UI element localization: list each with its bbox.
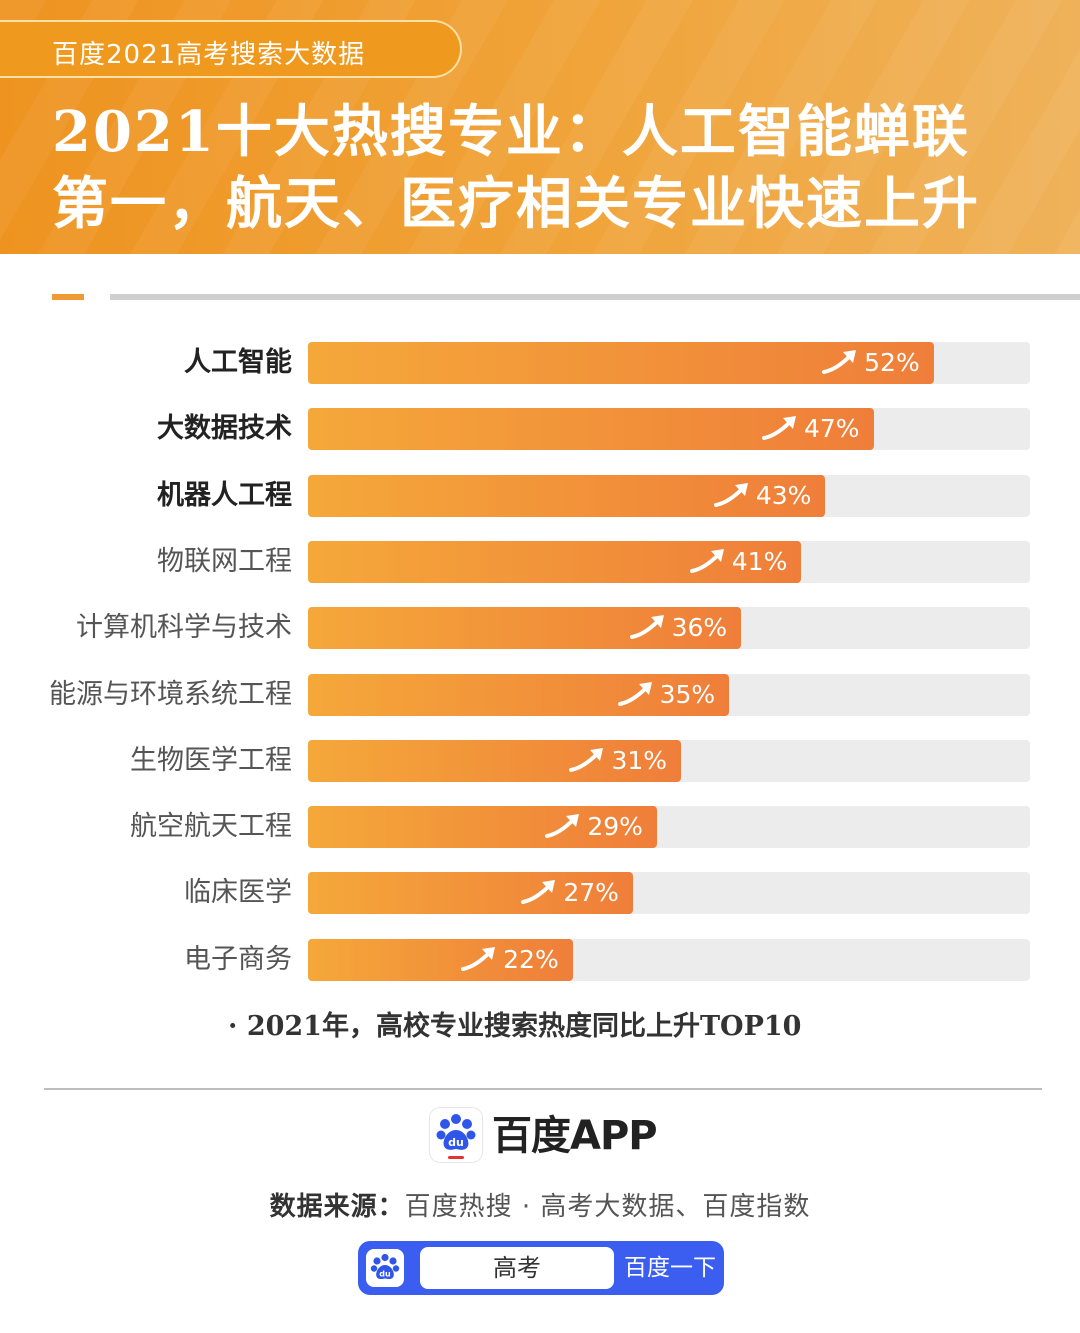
bar: 22% [308,938,573,981]
bar-track: 47% [308,408,1030,451]
trend-up-icon [629,615,664,640]
category-label: 电子商务 [184,943,292,975]
footer-divider [44,1088,1042,1090]
bar: 29% [308,806,657,849]
header-tag: 百度2021高考搜索大数据 [0,20,462,78]
bar-track: 36% [308,607,1030,650]
trend-up-icon [545,814,580,839]
bar-row: 物联网工程 41% [0,540,1080,583]
value-text: 29% [587,812,643,842]
value-text: 27% [563,878,619,908]
bar-track: 29% [308,806,1030,849]
divider-accent [52,294,84,300]
bar: 35% [308,673,730,716]
trend-up-icon [689,548,724,573]
data-source: 数据来源：百度热搜 · 高考大数据、百度指数 [0,1186,1080,1223]
bar-track: 43% [308,474,1030,517]
bar-row: 生物医学工程 31% [0,739,1080,782]
chart-note: · 2021年，高校专业搜索热度同比上升TOP10 [228,1011,802,1042]
trend-up-icon [617,681,652,706]
header-tag-text: 百度2021高考搜索大数据 [52,40,366,70]
bar-row: 人工智能 52% [0,342,1080,384]
search-box[interactable]: du 高考 百度一下 [358,1241,724,1295]
value-text: 41% [731,546,788,576]
bar-track: 35% [308,673,1030,716]
bar: 31% [308,739,682,782]
bar-row: 电子商务 22% [0,938,1080,981]
category-label: 临床医学 [184,877,292,909]
source-label: 数据来源： [269,1192,405,1222]
value-label: 29% [545,806,643,848]
value-label: 36% [629,607,728,649]
search-button[interactable]: 百度一下 [624,1255,716,1281]
category-label: 能源与环境系统工程 [49,678,292,710]
svg-text:du: du [448,1136,464,1149]
trend-up-icon [822,350,857,374]
bar-row: 临床医学 27% [0,872,1080,915]
bar: 43% [308,474,826,517]
bar-row: 能源与环境系统工程 35% [0,673,1080,716]
value-text: 47% [803,414,860,444]
bar-track: 22% [308,938,1030,981]
value-label: 31% [569,740,667,782]
baidu-search-icon: du [366,1249,404,1287]
bar-row: 大数据技术 47% [0,408,1080,451]
value-label: 41% [689,541,788,583]
chart-note-text: 2021年，高校专业搜索热度同比上升TOP10 [246,1011,802,1042]
value-text: 43% [755,480,812,510]
value-label: 35% [617,674,716,716]
category-label: 计算机科学与技术 [76,612,292,644]
bar: 52% [308,342,934,384]
category-label: 航空航天工程 [130,811,292,843]
category-label: 物联网工程 [157,545,292,577]
bar-track: 31% [308,739,1030,782]
bar-track: 27% [308,872,1030,915]
bar-track: 41% [308,540,1030,583]
category-label: 人工智能 [184,347,292,378]
category-label: 大数据技术 [157,413,292,445]
baidu-paw-icon: du [430,1108,482,1162]
category-label: 机器人工程 [157,479,292,511]
bar: 27% [308,872,633,915]
bar-row: 机器人工程 43% [0,474,1080,517]
brand-name: 百度APP [492,1113,658,1159]
value-label: 27% [521,872,619,914]
page-title: 2021十大热搜专业：人工智能蝉联 第一，航天、医疗相关专业快速上升 [52,96,980,240]
bar: 36% [308,607,742,650]
value-text: 22% [503,944,559,974]
trend-up-icon [569,747,604,772]
source-text: 百度热搜 · 高考大数据、百度指数 [404,1192,811,1222]
bar-track: 52% [308,342,1030,384]
divider-line [110,294,1080,300]
value-text: 52% [864,348,920,377]
bar: 47% [308,408,874,451]
search-input[interactable]: 高考 [420,1247,614,1289]
value-text: 31% [611,745,668,775]
value-label: 47% [761,408,860,450]
trend-up-icon [521,880,556,905]
trend-up-icon [461,946,496,971]
value-label: 22% [461,939,559,981]
value-label: 52% [822,342,920,384]
trend-up-icon [761,416,796,441]
title-line-1: 2021十大热搜专业：人工智能蝉联 [52,99,970,165]
title-line-2: 第一，航天、医疗相关专业快速上升 [52,171,980,237]
bar-row: 计算机科学与技术 36% [0,607,1080,650]
category-label: 生物医学工程 [130,744,292,776]
value-text: 36% [671,613,728,643]
value-label: 43% [713,475,812,517]
trend-up-icon [713,482,748,507]
svg-text:du: du [379,1270,391,1279]
bar: 41% [308,540,802,583]
header-banner: 百度2021高考搜索大数据 2021十大热搜专业：人工智能蝉联 第一，航天、医疗… [0,0,1080,254]
bar-row: 航空航天工程 29% [0,806,1080,849]
value-text: 35% [659,679,716,709]
